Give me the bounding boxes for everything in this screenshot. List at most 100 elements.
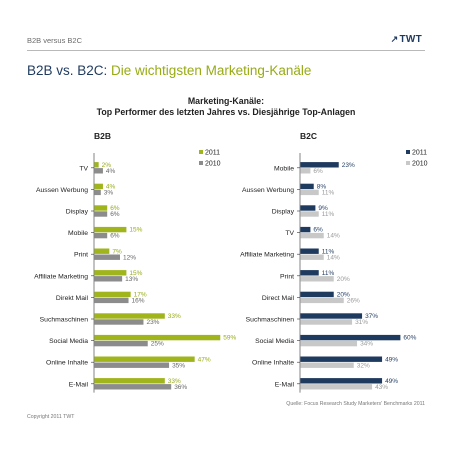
copyright-note: Copyright 2011 TWT [27,414,75,420]
b2c-value-label-2011: 23% [342,162,355,169]
b2c-bar-2010 [300,168,311,174]
b2b-value-label-2011: 59% [223,335,236,342]
b2b-bar-2010 [94,319,144,325]
b2c-bar-2010 [300,189,319,196]
b2c-value-label-2011: 60% [403,335,416,342]
b2c-bar-2010 [300,384,373,390]
b2c-value-label-2010: 43% [375,384,388,391]
b2c-bar-2011 [300,291,334,298]
b2c-bar-2011 [300,270,319,276]
b2c-bar-2011 [300,334,401,341]
b2b-value-label-2010: 13% [125,276,138,283]
b2b-value-label-2011: 7% [112,248,122,255]
b2b-category-label: Mobile [68,230,88,237]
b2c-legend-swatch-2011 [406,150,410,154]
b2c-bar-2011 [300,183,314,190]
b2c-value-label-2011: 49% [385,378,398,385]
b2b-legend-label-2011: 2011 [205,150,220,157]
b2b-bar-2010 [94,276,123,282]
b2c-value-label-2011: 49% [385,356,398,363]
b2b-legend-swatch-2010 [199,161,203,165]
b2c-bar-2011 [300,356,383,362]
b2c-value-label-2011: 8% [317,184,327,191]
b2c-value-label-2011: 9% [318,205,328,212]
b2b-category-label: Print [74,252,88,259]
b2c-value-label-2010: 14% [327,233,340,240]
b2b-bar-2011 [94,356,195,362]
b2b-bar-2010 [94,232,108,239]
b2b-category-label: E-Mail [69,381,89,388]
b2b-category-label: Aussen Werbung [36,187,88,194]
b2c-category-label: Online Inhalte [252,360,294,367]
b2b-bar-2011 [94,378,165,384]
b2b-bar-2011 [94,226,127,233]
b2c-category-label: Social Media [255,338,294,345]
b2c-category-label: Print [280,273,294,280]
b2b-value-label-2011: 15% [129,227,142,234]
b2b-value-label-2011: 4% [106,184,116,191]
b2b-value-label-2011: 17% [134,292,147,299]
b2b-bar-2010 [94,297,129,304]
b2c-value-label-2010: 32% [357,362,370,369]
b2c-bar-2010 [300,276,334,282]
b2c-value-label-2011: 11% [322,270,335,277]
b2b-value-label-2010: 6% [110,233,120,240]
b2b-bar-2010 [94,254,120,260]
page-kicker: B2B versus B2C [27,36,83,45]
b2c-legend-swatch-2010 [406,161,410,165]
b2b-bar-2011 [94,162,99,168]
chart-title: Marketing-Kanäle: Top Performer des letz… [0,96,452,118]
b2c-bar-2010 [300,254,324,260]
logo-text: TWT [399,34,422,45]
b2b-value-label-2010: 3% [104,190,114,197]
b2b-value-label-2010: 25% [151,341,164,348]
logo-arrow-icon: ↗ [390,34,399,44]
b2b-legend-swatch-2011 [199,150,203,154]
b2b-value-label-2011: 33% [168,378,181,385]
chart-title-line2: Top Performer des letzten Jahres vs. Die… [96,107,356,117]
b2b-bar-2011 [94,291,131,298]
b2c-value-label-2011: 20% [337,292,350,299]
b2c-value-label-2010: 11% [322,190,335,197]
b2c-bar-2010 [300,362,354,368]
b2c-bar-2010 [300,319,353,325]
b2c-value-label-2010: 26% [347,298,360,305]
b2b-bar-2010 [94,362,170,368]
b2c-chart-title: B2C [300,131,317,141]
page-title-part1: B2B vs. B2C: [27,63,108,78]
b2b-category-label: Online Inhalte [46,360,88,367]
b2c-value-label-2010: 11% [322,211,335,218]
b2b-bar-2011 [94,248,110,254]
b2b-value-label-2010: 35% [172,362,185,369]
header-divider [27,50,425,51]
b2c-value-label-2010: 34% [360,341,373,348]
b2c-category-label: Display [272,209,295,216]
b2b-bar-2011 [94,205,108,211]
b2b-value-label-2011: 47% [198,356,211,363]
b2c-value-label-2010: 6% [313,168,323,175]
b2b-value-label-2010: 23% [146,319,159,326]
b2b-value-label-2010: 6% [110,211,120,218]
b2b-value-label-2011: 2% [102,162,112,169]
b2c-bar-2011 [300,313,363,319]
b2c-category-label: TV [285,230,294,237]
b2c-legend-label-2010: 2010 [412,161,428,168]
b2c-value-label-2010: 20% [337,276,350,283]
b2c-value-label-2011: 37% [365,313,378,320]
b2c-bar-2010 [300,340,358,347]
b2c-category-label: Affiliate Marketing [240,252,294,259]
b2b-category-label: Direkt Mail [56,295,89,302]
page-title-part2: Die wichtigsten Marketing-Kanäle [107,63,312,78]
b2b-legend-label-2010: 2010 [205,161,221,168]
b2b-category-label: Display [66,209,89,216]
page-title: B2B vs. B2C: Die wichtigsten Marketing-K… [27,63,311,78]
b2b-value-label-2010: 12% [123,254,136,261]
b2b-bar-2010 [94,384,172,390]
b2c-bar-2011 [300,205,316,211]
b2b-bar-2010 [94,189,101,196]
b2c-value-label-2010: 31% [355,319,368,326]
b2c-value-label-2011: 6% [313,227,323,234]
source-note: Quelle: Focus Research Study Marketers' … [286,401,425,407]
b2c-category-label: Suchmaschinen [246,317,295,324]
